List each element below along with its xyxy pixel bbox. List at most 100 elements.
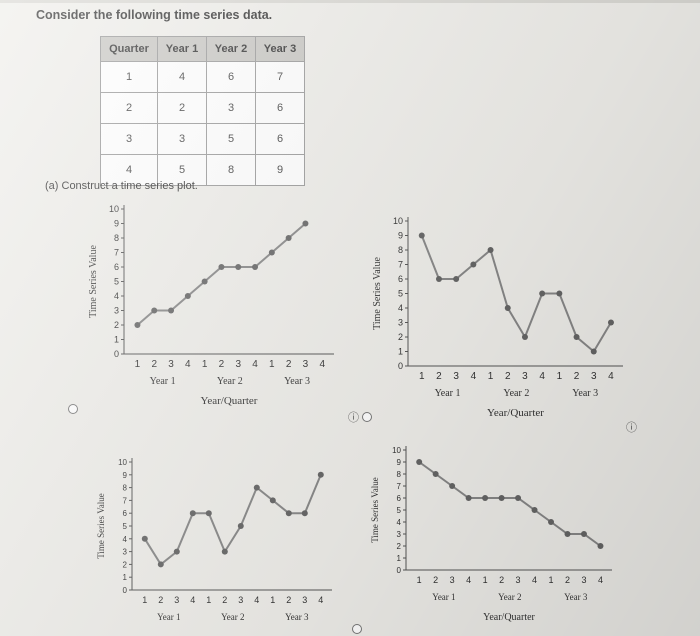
y-tick-label: 9 [114, 219, 119, 229]
x-tick-label: 4 [466, 575, 471, 585]
x-tick-label: 1 [206, 595, 211, 605]
y-tick-label: 4 [123, 535, 128, 544]
x-tick-label: 4 [185, 359, 191, 370]
data-point [590, 348, 597, 355]
y-tick-label: 8 [397, 470, 402, 479]
data-point [201, 278, 208, 285]
x-axis-label: Year/Quarter [487, 407, 544, 419]
data-point [470, 261, 477, 268]
data-point [449, 483, 456, 489]
x-tick-label: 1 [483, 575, 488, 585]
x-tick-label: 3 [238, 595, 243, 605]
table-header: Year 2 [206, 36, 256, 62]
x-axis-label: Year/Quarter [201, 395, 258, 407]
x-tick-label: 2 [499, 575, 504, 585]
x-tick-label: 4 [318, 595, 323, 605]
x-tick-label: 4 [252, 359, 258, 370]
x-tick-label: 2 [286, 595, 291, 605]
table-header: Year 3 [255, 36, 305, 62]
y-tick-label: 10 [118, 458, 127, 467]
year-label: Year 2 [498, 592, 521, 602]
data-point [218, 264, 225, 270]
y-tick-label: 0 [398, 361, 403, 371]
table-row: 4 5 8 9 [100, 154, 305, 186]
option-radio-bottom-left[interactable] [352, 624, 362, 634]
y-tick-label: 0 [123, 586, 128, 595]
data-point [482, 495, 489, 501]
data-point [253, 484, 260, 491]
x-tick-label: 3 [591, 371, 597, 382]
y-tick-label: 2 [114, 320, 119, 330]
y-tick-label: 4 [114, 291, 119, 301]
y-tick-label: 8 [123, 484, 128, 493]
x-tick-label: 1 [419, 371, 425, 382]
y-tick-label: 4 [397, 518, 402, 527]
x-tick-label: 2 [574, 371, 580, 382]
year-label: Year 2 [217, 376, 243, 387]
series-line [418, 461, 602, 547]
table-cell: 6 [206, 61, 256, 93]
x-tick-label: 2 [436, 371, 442, 382]
table-header: Quarter [100, 36, 158, 62]
option-radio-top-right[interactable] [362, 412, 372, 422]
data-point [539, 290, 546, 297]
y-axis-label: Time Series Value [88, 245, 99, 318]
year-label: Year 3 [564, 592, 588, 602]
data-point [504, 305, 511, 311]
data-point [435, 276, 442, 282]
x-tick-label: 1 [557, 371, 563, 382]
year-label: Year 3 [572, 388, 598, 399]
x-tick-label: 2 [158, 595, 163, 605]
year-label: Year 1 [435, 388, 461, 399]
data-point [597, 543, 604, 549]
data-point [498, 495, 505, 501]
table-row: 3 3 5 6 [100, 123, 305, 155]
table-cell: 2 [100, 92, 158, 124]
y-tick-label: 7 [397, 482, 402, 491]
x-tick-label: 1 [270, 595, 275, 605]
data-point [151, 307, 158, 314]
data-point [432, 471, 439, 477]
table-row: 1 4 6 7 [100, 61, 305, 93]
data-point [235, 264, 242, 270]
y-tick-label: 3 [114, 306, 119, 316]
y-tick-label: 3 [398, 318, 403, 328]
data-point [564, 531, 571, 537]
y-tick-label: 8 [398, 245, 403, 255]
y-tick-label: 9 [398, 231, 403, 241]
x-tick-label: 2 [565, 575, 570, 585]
series-line [143, 474, 322, 566]
x-tick-label: 4 [471, 371, 477, 382]
x-tick-label: 3 [302, 595, 307, 605]
table-cell: 4 [100, 154, 158, 186]
x-tick-label: 2 [433, 575, 438, 585]
data-point [607, 319, 614, 326]
info-icon[interactable]: ⓘ [348, 412, 359, 424]
x-tick-label: 4 [532, 575, 537, 585]
y-tick-label: 9 [123, 471, 128, 480]
data-point [237, 523, 244, 529]
table-header-row: Quarter Year 1 Year 2 Year 3 [100, 36, 305, 62]
table-cell: 5 [206, 123, 256, 155]
y-tick-label: 7 [398, 260, 403, 270]
data-point [465, 495, 472, 501]
data-point [416, 459, 423, 465]
y-tick-label: 0 [114, 349, 119, 359]
data-point [317, 471, 324, 478]
info-icon[interactable]: ⓘ [626, 422, 637, 434]
data-point [285, 235, 292, 241]
y-tick-label: 10 [109, 204, 119, 214]
data-point [453, 276, 460, 282]
data-point [205, 510, 212, 517]
y-tick-label: 3 [123, 548, 128, 557]
data-point [531, 507, 538, 513]
y-tick-label: 8 [114, 233, 119, 243]
data-point [157, 561, 164, 568]
year-label: Year 1 [432, 592, 455, 602]
option-radio-top-left[interactable] [68, 404, 78, 414]
y-tick-label: 9 [397, 458, 402, 467]
table-row: 2 2 3 6 [100, 92, 305, 124]
y-tick-label: 5 [114, 277, 119, 287]
